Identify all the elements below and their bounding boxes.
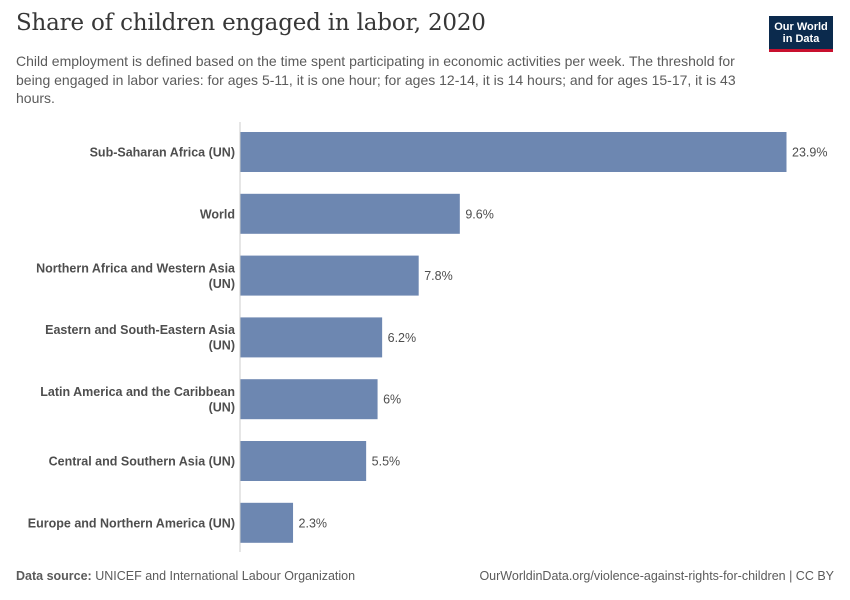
category-label: Northern Africa and Western Asia xyxy=(36,261,236,275)
category-label: World xyxy=(200,207,235,221)
bar-value-label: 9.6% xyxy=(465,207,494,221)
category-label: Eastern and South-Eastern Asia xyxy=(45,323,236,337)
bar[interactable] xyxy=(240,502,294,543)
data-source-text: UNICEF and International Labour Organiza… xyxy=(91,569,356,583)
data-source-label: Data source: xyxy=(16,569,92,583)
bar-value-label: 7.8% xyxy=(424,269,453,283)
bar[interactable] xyxy=(240,255,419,296)
data-source: Data source: UNICEF and International La… xyxy=(16,569,355,583)
bar-value-label: 23.9% xyxy=(792,146,827,160)
category-label: Europe and Northern America (UN) xyxy=(28,516,235,530)
category-label: (UN) xyxy=(209,400,235,414)
bar-value-label: 2.3% xyxy=(299,516,328,530)
category-label: Central and Southern Asia (UN) xyxy=(49,455,235,469)
chart-title: Share of children engaged in labor, 2020 xyxy=(16,10,486,36)
bar[interactable] xyxy=(240,132,787,172)
logo-line-2: in Data xyxy=(782,33,820,45)
category-label: (UN) xyxy=(209,339,235,353)
bar[interactable] xyxy=(240,441,367,481)
category-label: Sub-Saharan Africa (UN) xyxy=(90,146,235,160)
bar-value-label: 6% xyxy=(383,393,401,407)
bar[interactable] xyxy=(240,193,460,234)
bar-value-label: 5.5% xyxy=(372,455,401,469)
source-url[interactable]: OurWorldinData.org/violence-against-righ… xyxy=(479,569,834,583)
logo-line-1: Our World xyxy=(774,21,828,33)
chart-subtitle: Child employment is defined based on the… xyxy=(16,53,736,106)
bar[interactable] xyxy=(240,317,383,358)
owid-logo[interactable]: Our World in Data xyxy=(769,16,833,52)
category-label: Latin America and the Caribbean xyxy=(40,385,235,399)
bar[interactable] xyxy=(240,379,378,420)
bar-value-label: 6.2% xyxy=(388,331,417,345)
category-label: (UN) xyxy=(209,277,235,291)
